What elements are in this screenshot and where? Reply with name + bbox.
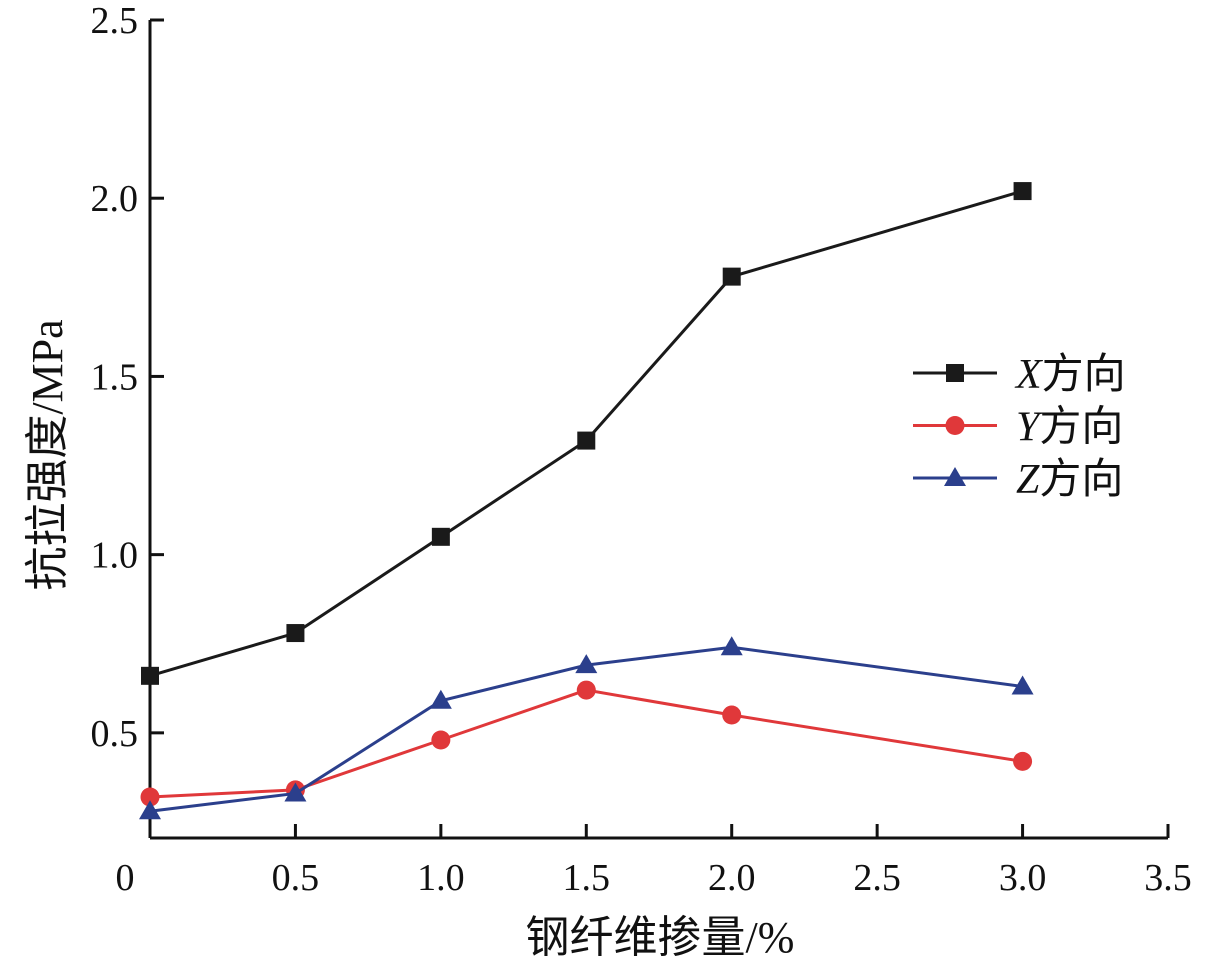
data-point (722, 267, 741, 286)
series-line (149, 189, 1023, 678)
data-point (141, 666, 159, 685)
x-tick-label: 3.0 (999, 857, 1047, 899)
y-tick-label: 2.5 (91, 0, 139, 42)
data-point (286, 624, 305, 643)
legend-item-y: Y方向 (913, 405, 1123, 451)
legend-axis-letter: Z (1016, 457, 1040, 503)
x-tick-label: 3.5 (1144, 857, 1192, 899)
x-axis-label: 钢纤维掺量/% (526, 913, 795, 962)
data-point (1011, 675, 1034, 695)
y-tick-label: 1.5 (91, 356, 139, 398)
y-tick-label: 1.0 (91, 535, 139, 577)
legend-item-z: Z方向 (913, 457, 1123, 503)
ticks: 0 0.5 1.0 1.5 2.0 2.5 3.0 3.5 0.5 1.0 1.5 2.0 2.5 (91, 0, 1192, 899)
legend-marker (945, 416, 965, 435)
series-line (149, 645, 1023, 813)
legend-marker (944, 467, 966, 486)
x-tick-label: 0 (116, 857, 135, 899)
data-point (429, 689, 452, 709)
x-tick-label: 1.0 (417, 857, 465, 899)
x-tick-label: 2.0 (708, 857, 756, 899)
axes (148, 20, 1168, 840)
legend-suffix: 方向 (1042, 352, 1126, 398)
data-point (140, 787, 160, 807)
y-axis-label: 抗拉强度/MPa (23, 319, 72, 590)
x-tick-label: 2.5 (853, 857, 901, 899)
legend-suffix: 方向 (1039, 405, 1123, 451)
data-point (575, 654, 598, 674)
x-tick-label: 1.5 (563, 857, 611, 899)
data-point (576, 680, 596, 700)
data-point (1013, 182, 1032, 201)
data-point (722, 705, 742, 725)
legend-marker (946, 364, 964, 382)
legend-item-x: X方向 (913, 352, 1126, 398)
legend-label: Y方向 (1016, 405, 1123, 451)
series-y (140, 680, 1033, 807)
series-x (141, 182, 1032, 685)
series-z (139, 636, 1034, 820)
legend-axis-letter: Y (1016, 405, 1044, 451)
legend-axis-letter: X (1014, 352, 1044, 398)
data-point (1013, 751, 1033, 771)
legend-label: Z方向 (1016, 457, 1123, 503)
series-group (139, 182, 1034, 820)
y-tick-label: 2.0 (91, 178, 139, 220)
data-point (577, 431, 596, 450)
data-point (284, 782, 307, 802)
series-line (149, 688, 1023, 799)
data-point (720, 636, 743, 656)
data-point (139, 800, 161, 820)
legend-label: X方向 (1014, 352, 1126, 398)
x-tick-label: 0.5 (272, 857, 320, 899)
legend-suffix: 方向 (1039, 457, 1123, 503)
data-point (431, 527, 450, 546)
data-point (431, 730, 451, 750)
y-tick-label: 0.5 (91, 713, 139, 755)
